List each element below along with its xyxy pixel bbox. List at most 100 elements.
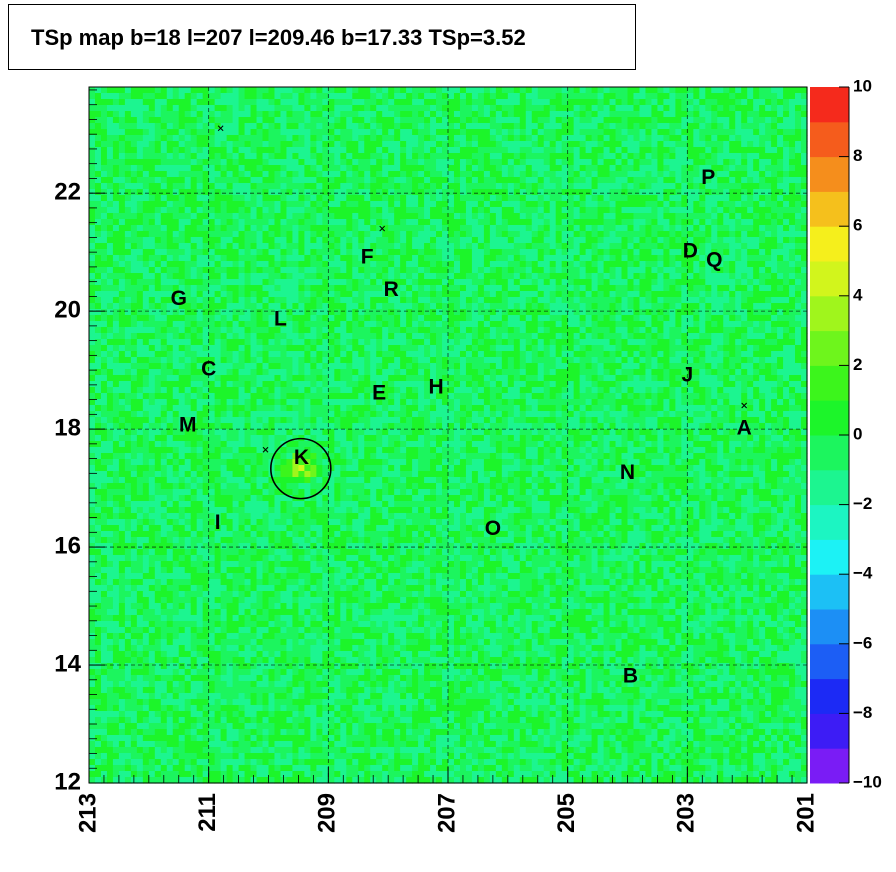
heatmap-cell: [226, 153, 234, 160]
heatmap-cell: [412, 291, 419, 298]
heatmap-cell: [609, 141, 617, 148]
heatmap-cell: [370, 297, 377, 304]
heatmap-cell: [519, 117, 527, 124]
heatmap-cell: [711, 267, 718, 274]
heatmap-cell: [735, 201, 742, 208]
heatmap-cell: [400, 273, 407, 280]
heatmap-cell: [394, 213, 401, 220]
heatmap-cell: [262, 309, 270, 316]
heatmap-cell: [735, 321, 742, 328]
heatmap-cell: [729, 267, 736, 274]
heatmap-cell: [477, 207, 485, 214]
heatmap-cell: [675, 285, 682, 292]
heatmap-cell: [382, 219, 389, 226]
heatmap-cell: [735, 255, 742, 262]
heatmap-cell: [172, 273, 180, 280]
heatmap-cell: [322, 207, 329, 214]
heatmap-cell: [136, 273, 144, 280]
heatmap-cell: [400, 123, 407, 130]
heatmap-cell: [118, 225, 126, 232]
heatmap-cell: [274, 207, 282, 214]
heatmap-cell: [723, 267, 730, 274]
heatmap-cell: [459, 189, 467, 196]
heatmap-cell: [292, 135, 300, 142]
heatmap-cell: [298, 111, 305, 118]
heatmap-cell: [789, 213, 796, 220]
heatmap-cell: [400, 195, 407, 202]
heatmap-cell: [268, 147, 276, 154]
heatmap-cell: [262, 117, 270, 124]
heatmap-cell: [621, 129, 629, 136]
heatmap-cell: [657, 99, 664, 106]
heatmap-cell: [448, 117, 455, 124]
heatmap-cell: [262, 249, 270, 256]
heatmap-cell: [262, 105, 270, 112]
heatmap-cell: [603, 291, 611, 298]
heatmap-cell: [352, 231, 359, 238]
heatmap-cell: [136, 99, 144, 106]
heatmap-cell: [597, 135, 605, 142]
heatmap-cell: [717, 327, 724, 334]
heatmap-cell: [609, 303, 617, 310]
heatmap-cell: [298, 231, 305, 238]
heatmap-cell: [214, 165, 222, 172]
heatmap-cell: [322, 129, 329, 136]
heatmap-cell: [687, 195, 694, 202]
heatmap-cell: [436, 99, 443, 106]
heatmap-cell: [759, 255, 766, 262]
heatmap-cell: [549, 213, 557, 220]
heatmap-cell: [519, 237, 527, 244]
heatmap-cell: [639, 171, 647, 178]
heatmap-cell: [777, 189, 784, 196]
heatmap-cell: [615, 189, 623, 196]
heatmap-cell: [154, 249, 162, 256]
heatmap-cell: [250, 105, 258, 112]
heatmap-cell: [298, 153, 305, 160]
heatmap-cell: [322, 237, 329, 244]
heatmap-cell: [256, 177, 264, 184]
heatmap-cell: [573, 249, 581, 256]
heatmap-cell: [525, 297, 533, 304]
heatmap-cell: [424, 153, 431, 160]
heatmap-cell: [370, 195, 377, 202]
heatmap-cell: [723, 195, 730, 202]
heatmap-cell: [394, 195, 401, 202]
heatmap-cell: [585, 93, 593, 100]
heatmap-cell: [304, 279, 311, 286]
heatmap-cell: [783, 303, 790, 310]
heatmap-cell: [663, 129, 670, 136]
heatmap-cell: [130, 159, 138, 166]
heatmap-cell: [573, 225, 581, 232]
heatmap-cell: [298, 279, 305, 286]
heatmap-cell: [352, 285, 359, 292]
heatmap-cell: [262, 201, 270, 208]
heatmap-cell: [118, 237, 126, 244]
heatmap-cell: [136, 129, 144, 136]
heatmap-cell: [693, 273, 700, 280]
heatmap-cell: [208, 87, 216, 94]
heatmap-cell: [471, 201, 479, 208]
heatmap-cell: [118, 303, 126, 310]
heatmap-cell: [322, 231, 329, 238]
heatmap-cell: [537, 177, 545, 184]
heatmap-cell: [693, 243, 700, 250]
heatmap-cell: [130, 327, 138, 334]
heatmap-cell: [453, 105, 461, 112]
heatmap-cell: [543, 225, 551, 232]
heatmap-cell: [801, 153, 808, 160]
heatmap-cell: [771, 297, 778, 304]
heatmap-cell: [471, 165, 479, 172]
heatmap-cell: [669, 255, 676, 262]
heatmap-cell: [621, 237, 629, 244]
heatmap-cell: [136, 93, 144, 100]
heatmap-cell: [669, 279, 676, 286]
heatmap-cell: [609, 159, 617, 166]
heatmap-cell: [627, 117, 635, 124]
heatmap-cell: [322, 195, 329, 202]
heatmap-cell: [741, 177, 748, 184]
heatmap-cell: [160, 153, 168, 160]
heatmap-cell: [232, 117, 240, 124]
heatmap-cell: [639, 153, 647, 160]
heatmap-cell: [567, 327, 575, 334]
heatmap-cell: [471, 291, 479, 298]
